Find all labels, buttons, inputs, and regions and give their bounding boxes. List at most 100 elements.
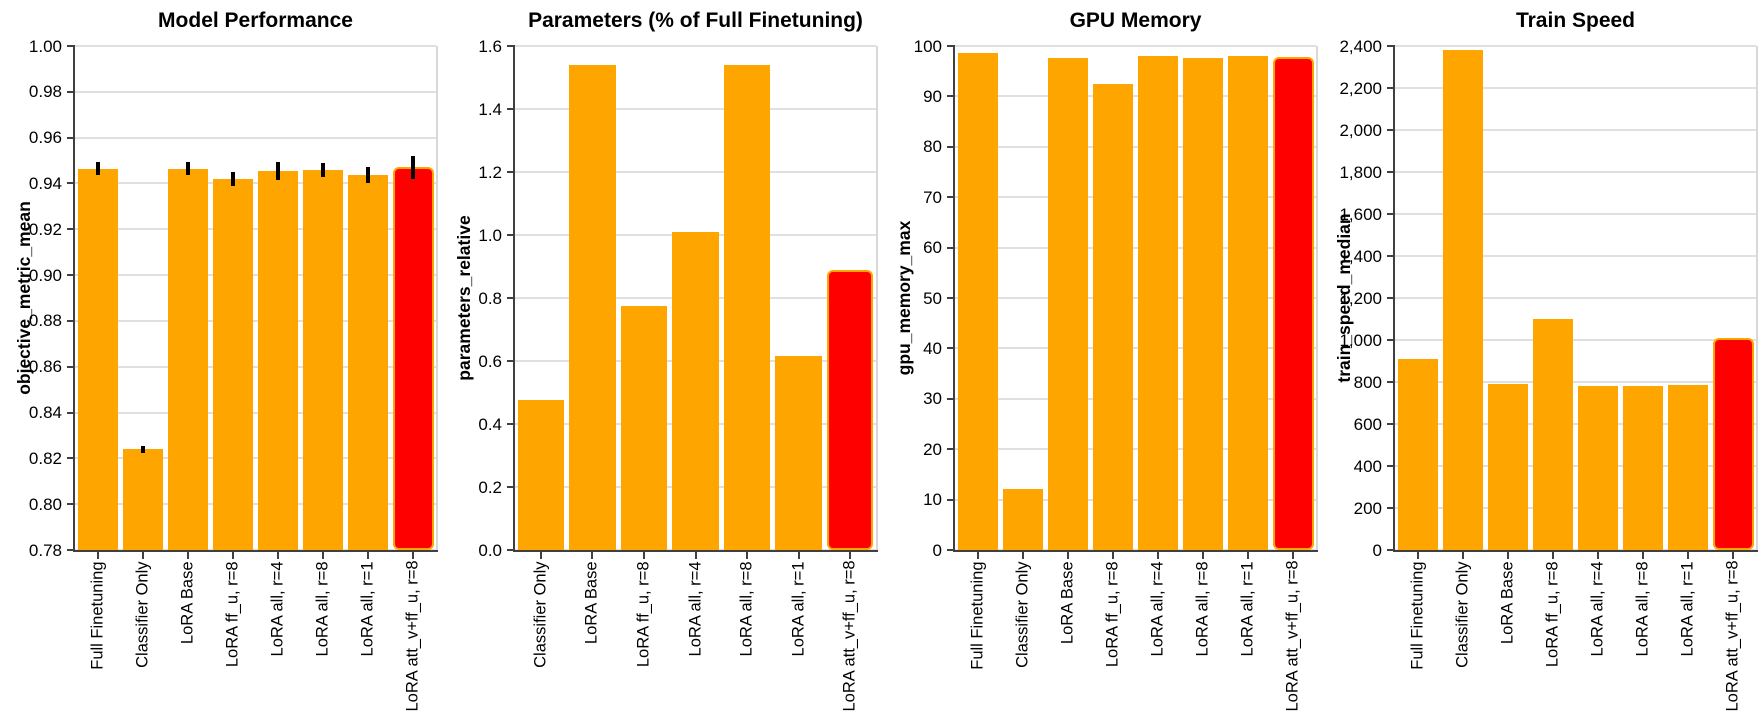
bar — [212, 178, 253, 550]
x-tick-label: LoRA all, r=1 — [1678, 561, 1697, 657]
y-tick-label: 0.96 — [28, 128, 62, 148]
y-axis-line — [1393, 46, 1395, 552]
y-tick — [507, 360, 515, 362]
y-tick — [507, 549, 515, 551]
bar-highlighted — [1713, 337, 1754, 550]
y-tick — [67, 136, 75, 139]
x-tick — [539, 552, 542, 559]
y-tick-label: 0.78 — [28, 540, 62, 560]
x-axis-line — [73, 550, 438, 552]
x-tick — [1506, 552, 1509, 559]
error-bar — [230, 172, 235, 186]
x-tick — [1066, 552, 1069, 559]
x-tick — [1461, 552, 1464, 559]
x-tick-label: LoRA all, r=8 — [1193, 561, 1212, 657]
bar — [1228, 56, 1269, 550]
y-tick-label: 0.2 — [478, 477, 502, 497]
bar — [1397, 358, 1438, 550]
chart-title: Parameters (% of Full Finetuning) — [528, 9, 863, 32]
x-tick — [1732, 552, 1735, 559]
error-bar — [95, 161, 100, 176]
bar — [1002, 488, 1043, 550]
gridline — [955, 246, 1316, 249]
y-tick-label: 0.80 — [28, 494, 62, 514]
y-tick-label: 90 — [923, 86, 942, 106]
plot-border-right — [876, 46, 878, 552]
gridline — [75, 45, 436, 47]
gridline — [1395, 297, 1756, 299]
gridline — [515, 45, 876, 47]
gridline — [1395, 45, 1756, 47]
x-tick-label: LoRA ff_u, r=8 — [634, 561, 653, 668]
x-tick-label: LoRA ff_u, r=8 — [223, 561, 242, 668]
chart-title: Train Speed — [1515, 9, 1636, 32]
y-tick — [947, 145, 955, 148]
x-tick-label: Full Finetuning — [88, 561, 107, 670]
x-tick-label: LoRA all, r=1 — [1238, 561, 1257, 657]
gridline — [955, 95, 1316, 98]
y-tick-label: 0.86 — [28, 357, 62, 377]
x-tick-label: LoRA all, r=8 — [1633, 561, 1652, 657]
y-tick-label: 0.8 — [478, 288, 502, 308]
bar — [1578, 386, 1619, 550]
y-tick — [947, 196, 955, 199]
gridline — [75, 365, 436, 368]
x-tick-label: LoRA ff_u, r=8 — [1543, 561, 1562, 668]
y-tick-label: 0.98 — [28, 82, 62, 102]
x-tick-label: LoRA att_v+ff_u, r=8 — [1723, 560, 1742, 712]
gridline — [955, 397, 1316, 400]
x-axis-line — [1393, 550, 1758, 552]
x-tick-label: LoRA ff_u, r=8 — [1103, 561, 1122, 668]
bar — [775, 356, 822, 550]
x-tick-label: LoRA att_v+ff_u, r=8 — [1283, 560, 1302, 712]
y-tick — [67, 45, 75, 47]
x-tick-label: LoRA att_v+ff_u, r=8 — [403, 560, 422, 712]
plot-border-right — [436, 46, 438, 552]
y-axis-label: objective_metric_mean — [14, 201, 34, 395]
gridline — [515, 108, 876, 110]
y-tick-label: 1.2 — [478, 162, 502, 182]
x-tick — [1416, 552, 1419, 559]
x-tick-label: Classifier Only — [1453, 561, 1472, 668]
chart-panel-parameters: Parameters (% of Full Finetuning) parame… — [440, 0, 880, 724]
x-tick-label: LoRA att_v+ff_u, r=8 — [840, 560, 859, 712]
x-tick — [849, 552, 852, 559]
y-tick — [1387, 129, 1395, 131]
y-tick-label: 0.4 — [478, 414, 502, 434]
gridline — [1395, 465, 1756, 467]
x-tick-label: LoRA Base — [1058, 561, 1077, 645]
bar — [1532, 319, 1573, 550]
y-tick — [1387, 423, 1395, 425]
bar — [303, 169, 344, 550]
x-tick-label: LoRA all, r=4 — [1588, 561, 1607, 657]
gridline — [955, 196, 1316, 199]
error-bar — [185, 161, 190, 176]
y-tick-label: 70 — [923, 187, 942, 207]
y-tick — [507, 486, 515, 488]
y-tick-label: 0.82 — [28, 448, 62, 468]
gridline — [1395, 171, 1756, 173]
x-tick — [1597, 552, 1600, 559]
x-tick — [322, 552, 325, 559]
y-tick-label: 600 — [1353, 414, 1382, 434]
x-tick — [694, 552, 697, 559]
y-tick — [947, 448, 955, 451]
bar — [723, 64, 771, 550]
x-tick — [976, 552, 979, 559]
y-tick — [67, 503, 75, 506]
y-tick-label: 80 — [923, 137, 942, 157]
x-tick-label: LoRA all, r=4 — [1148, 561, 1167, 657]
y-tick-label: 20 — [923, 439, 942, 459]
x-tick — [1021, 552, 1024, 559]
y-tick-label: 40 — [923, 338, 942, 358]
y-tick — [507, 423, 515, 425]
bar — [620, 305, 668, 550]
y-tick — [1387, 381, 1395, 383]
y-tick — [947, 246, 955, 249]
y-tick — [1387, 507, 1395, 509]
x-tick — [1247, 552, 1250, 559]
bar — [1047, 58, 1088, 550]
gridline — [75, 274, 436, 277]
bar-highlighted — [393, 167, 434, 550]
y-tick — [947, 549, 955, 551]
